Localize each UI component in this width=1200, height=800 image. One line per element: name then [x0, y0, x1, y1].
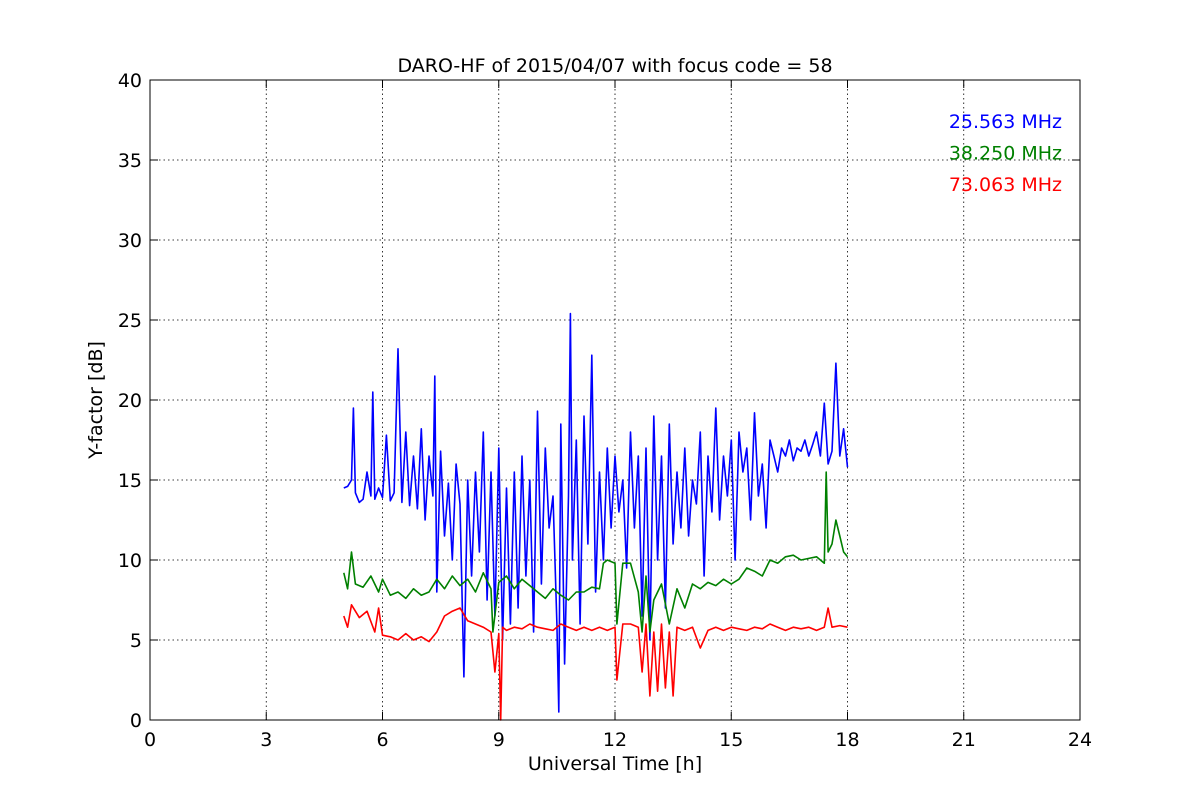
tick-labels: 0 3 6 9 12 15 18 21 24 0 5 10 15 20 25 30 35 40	[118, 70, 1092, 751]
x-axis-label: Universal Time [h]	[528, 753, 702, 775]
y-tick-label: 30	[118, 230, 142, 252]
series-line-25-563-mhz	[343, 312, 849, 713]
x-tick-label: 0	[144, 729, 156, 751]
series-line-73-063-mhz	[343, 603, 848, 721]
x-tick-label: 18	[835, 729, 859, 751]
y-tick-label: 15	[118, 470, 142, 492]
y-axis-label: Y-factor [dB]	[85, 341, 107, 460]
ticks	[149, 79, 1081, 721]
x-tick-label: 9	[493, 729, 505, 751]
y-tick-label: 10	[118, 550, 142, 572]
x-tick-label: 21	[952, 729, 976, 751]
chart-title: DARO-HF of 2015/04/07 with focus code = …	[397, 55, 832, 77]
x-tick-label: 6	[376, 729, 388, 751]
x-tick-label: 15	[719, 729, 743, 751]
y-tick-label: 40	[118, 70, 142, 92]
x-tick-label: 12	[603, 729, 627, 751]
x-tick-label: 24	[1068, 729, 1092, 751]
series-group	[343, 312, 849, 721]
y-tick-label: 35	[118, 150, 142, 172]
y-tick-label: 5	[130, 630, 142, 652]
legend-entry-73-063-mhz: 73.063 MHz	[949, 174, 1062, 196]
y-tick-label: 25	[118, 310, 142, 332]
legend-entry-38-250-mhz: 38.250 MHz	[949, 143, 1062, 165]
y-tick-label: 0	[130, 710, 142, 732]
series-line-38-250-mhz	[343, 471, 849, 633]
x-tick-label: 3	[260, 729, 272, 751]
legend-entry-25-563-mhz: 25.563 MHz	[949, 111, 1062, 133]
y-tick-label: 20	[118, 390, 142, 412]
legend: 25.563 MHz 38.250 MHz 73.063 MHz	[949, 111, 1062, 196]
